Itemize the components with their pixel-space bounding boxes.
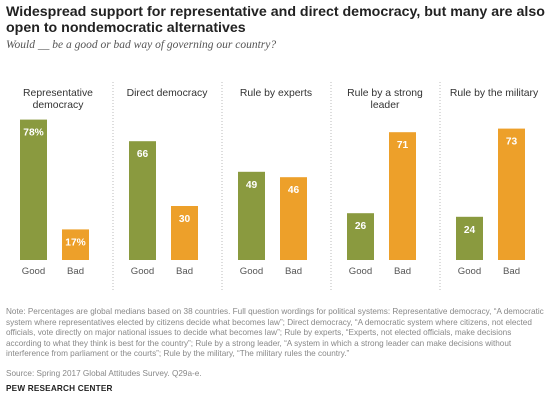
category-label-bad: Bad [176, 266, 193, 277]
bar-value-label: 66 [137, 149, 149, 160]
panel-title-1: Representative [23, 88, 93, 99]
chart-title: Widespread support for representative an… [6, 4, 545, 36]
bar-bad [171, 206, 198, 260]
category-label-good: Good [458, 266, 481, 277]
bar-value-label: 30 [179, 214, 191, 225]
category-label-good: Good [131, 266, 154, 277]
bar-bad [280, 177, 307, 260]
bar-good [129, 141, 156, 260]
panel-title-5: Rule by the military [450, 88, 539, 99]
source-line: Source: Spring 2017 Global Attitudes Sur… [6, 369, 202, 378]
bar-bad [389, 132, 416, 260]
panel-title-4: leader [371, 100, 400, 111]
bar-value-label: 71 [397, 140, 409, 151]
category-label-bad: Bad [503, 266, 520, 277]
bar-good [20, 119, 47, 260]
org-credit: PEW RESEARCH CENTER [6, 384, 113, 393]
panel-title-1: democracy [33, 100, 85, 111]
bar-bad [498, 128, 525, 260]
chart-subtitle: Would __ be a good or bad way of governi… [6, 39, 277, 51]
bar-value-label: 73 [506, 137, 518, 148]
bar-value-label: 26 [355, 221, 367, 232]
bar-value-label: 24 [464, 225, 476, 236]
category-label-good: Good [349, 266, 372, 277]
category-label-bad: Bad [394, 266, 411, 277]
bar-good [456, 216, 483, 260]
category-label-bad: Bad [285, 266, 302, 277]
category-label-bad: Bad [67, 266, 84, 277]
panel-title-2: Direct democracy [127, 88, 209, 99]
bar-value-label: 46 [288, 185, 300, 196]
panel-title-4: Rule by a strong [347, 88, 423, 99]
footnote: Note: Percentages are global medians bas… [6, 307, 544, 359]
bar-bad [62, 229, 89, 260]
category-label-good: Good [22, 266, 45, 277]
bar-value-label: 17% [65, 237, 85, 248]
category-label-good: Good [240, 266, 263, 277]
panel-title-3: Rule by experts [240, 88, 312, 99]
bar-value-label: 49 [246, 180, 258, 191]
bar-good [347, 213, 374, 260]
bar-good [238, 171, 265, 260]
bar-value-label: 78% [23, 128, 43, 139]
